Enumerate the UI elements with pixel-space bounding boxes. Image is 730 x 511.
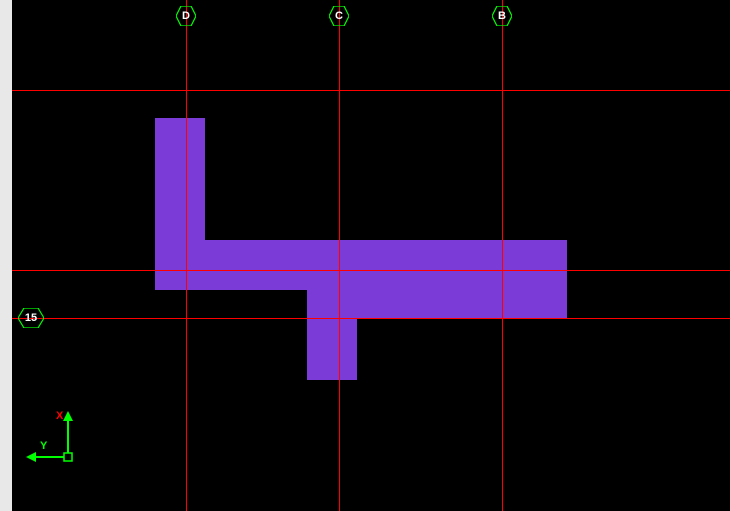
grid-bubble-B[interactable]: B xyxy=(492,6,512,26)
grid-label: B xyxy=(498,10,506,22)
app-frame: D C B 15 xyxy=(0,0,730,511)
slab-piece[interactable] xyxy=(307,270,567,318)
grid-label: 15 xyxy=(25,312,37,324)
ucs-x-label: X xyxy=(56,410,64,422)
grid-bubble-15[interactable]: 15 xyxy=(18,308,44,328)
ucs-icon: X Y xyxy=(26,401,106,481)
grid-bubble-C[interactable]: C xyxy=(329,6,349,26)
grid-bubble-D[interactable]: D xyxy=(176,6,196,26)
grid-line-h[interactable] xyxy=(12,90,730,91)
ucs-axes xyxy=(26,411,73,462)
grid-line-h[interactable] xyxy=(12,270,730,271)
ucs-y-label: Y xyxy=(40,440,48,452)
grid-line-v[interactable] xyxy=(186,0,187,511)
grid-line-v[interactable] xyxy=(339,0,340,511)
grid-label: D xyxy=(182,10,190,22)
cad-viewport[interactable]: D C B 15 xyxy=(12,0,730,511)
grid-line-h[interactable] xyxy=(12,318,730,319)
grid-label: C xyxy=(335,10,343,22)
grid-line-v[interactable] xyxy=(502,0,503,511)
